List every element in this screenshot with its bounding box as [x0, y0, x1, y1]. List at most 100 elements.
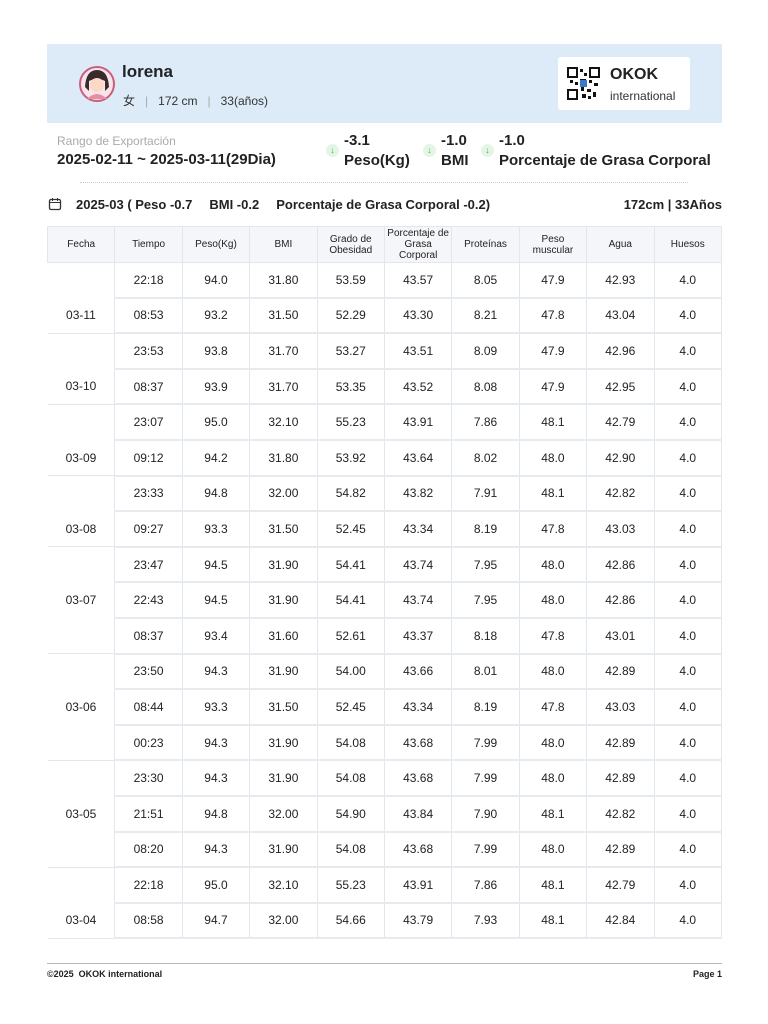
table-cell: 31.80	[249, 439, 318, 477]
column-header: Huesos	[653, 226, 723, 263]
delta-value: -3.1	[344, 132, 370, 149]
table-cell: 42.89	[586, 831, 655, 869]
column-header: Peso muscular	[518, 226, 588, 263]
date-cell	[47, 653, 116, 690]
table-row: 08:37 93.4 31.60 52.61 43.37 8.18 47.8 43.01 4.0	[47, 617, 723, 655]
table-cell: 54.08	[317, 724, 385, 762]
date-cell	[47, 867, 116, 903]
table-cell: 52.29	[317, 297, 385, 335]
date-cell: 03-10	[47, 368, 116, 405]
table-cell: 43.64	[384, 439, 453, 477]
table-cell: 8.18	[451, 617, 520, 655]
table-cell: 43.34	[384, 511, 453, 548]
table-cell: 42.89	[586, 760, 655, 797]
table-cell: 48.0	[519, 653, 588, 691]
table-cell: 53.92	[317, 439, 385, 477]
table-cell: 93.4	[182, 617, 251, 655]
table-cell: 94.7	[182, 902, 251, 940]
table-cell: 31.80	[249, 262, 318, 299]
table-cell: 53.59	[317, 262, 385, 299]
table-cell: 4.0	[654, 760, 723, 797]
table-row: 03-08 09:27 93.3 31.50 52.45 43.34 8.19 47.8 43.…	[47, 511, 723, 548]
delta-arrow: ↓	[423, 144, 436, 157]
table-cell: 93.3	[182, 689, 251, 726]
table-cell: 09:27	[114, 511, 183, 548]
table-cell: 7.91	[451, 475, 520, 513]
date-cell: 03-06	[47, 689, 116, 725]
date-cell	[47, 760, 116, 796]
table-cell: 95.0	[182, 867, 251, 904]
table-cell: 54.00	[317, 653, 385, 691]
table-cell: 43.68	[384, 831, 453, 869]
table-cell: 32.00	[249, 475, 318, 513]
table-cell: 47.9	[519, 262, 588, 299]
table-cell: 42.79	[586, 867, 655, 904]
table-cell: 31.90	[249, 653, 318, 691]
table-cell: 7.95	[451, 546, 520, 584]
table-cell: 94.8	[182, 475, 251, 513]
table-cell: 54.41	[317, 582, 385, 619]
table-cell: 8.19	[451, 689, 520, 726]
avatar	[79, 66, 115, 102]
table-cell: 54.08	[317, 831, 385, 869]
table-cell: 54.08	[317, 760, 385, 797]
table-cell: 43.74	[384, 546, 453, 584]
table-cell: 4.0	[654, 653, 723, 691]
table-cell: 8.09	[451, 333, 520, 370]
table-cell: 08:53	[114, 297, 183, 335]
table-cell: 47.8	[519, 617, 588, 655]
table-cell: 43.74	[384, 582, 453, 619]
table-row: 03-11 08:53 93.2 31.50 52.29 43.30 8.21 47.8 43.…	[47, 297, 723, 335]
table-cell: 54.90	[317, 795, 385, 833]
table-cell: 4.0	[654, 689, 723, 726]
table-cell: 08:20	[114, 831, 183, 869]
table-row: 00:23 94.3 31.90 54.08 43.68 7.99 48.0 42.89 4.0	[47, 724, 723, 762]
table-cell: 54.66	[317, 902, 385, 940]
table-cell: 4.0	[654, 795, 723, 833]
delta-arrow: ↓	[326, 144, 339, 157]
table-cell: 53.35	[317, 368, 385, 406]
table-cell: 48.1	[519, 404, 588, 441]
table-cell: 94.3	[182, 653, 251, 691]
table-cell: 7.90	[451, 795, 520, 833]
column-header: Agua	[586, 226, 655, 263]
table-cell: 47.8	[519, 297, 588, 335]
table-row: 23:53 93.8 31.70 53.27 43.51 8.09 47.9 42.96 4.0	[47, 333, 723, 370]
table-cell: 32.10	[249, 867, 318, 904]
table-cell: 43.52	[384, 368, 453, 406]
table-row: 22:18 95.0 32.10 55.23 43.91 7.86 48.1 42.79 4.0	[47, 867, 723, 904]
table-cell: 52.45	[317, 689, 385, 726]
table-row: 03-05 21:51 94.8 32.00 54.90 43.84 7.90 48.1 42.…	[47, 795, 723, 833]
date-cell: 03-11	[47, 297, 116, 334]
table-cell: 21:51	[114, 795, 183, 833]
table-row: 23:47 94.5 31.90 54.41 43.74 7.95 48.0 42.86 4.0	[47, 546, 723, 584]
table-cell: 43.66	[384, 653, 453, 691]
date-cell	[47, 546, 116, 583]
table-cell: 54.82	[317, 475, 385, 513]
table-cell: 23:07	[114, 404, 183, 441]
range-label: Rango de Exportación	[57, 134, 176, 148]
table-cell: 4.0	[654, 724, 723, 762]
date-cell	[47, 724, 116, 761]
column-header: Porcentaje de Grasa Corporal	[383, 226, 453, 263]
table-cell: 43.84	[384, 795, 453, 833]
table-cell: 22:18	[114, 867, 183, 904]
table-cell: 43.30	[384, 297, 453, 335]
table-cell: 4.0	[654, 582, 723, 619]
table-cell: 31.70	[249, 368, 318, 406]
table-cell: 55.23	[317, 867, 385, 904]
month-part: Porcentaje de Grasa Corporal -0.2)	[276, 197, 491, 212]
table-cell: 8.01	[451, 653, 520, 691]
delta-value: -1.0	[499, 132, 525, 149]
column-header: Peso(Kg)	[181, 226, 251, 263]
date-cell	[47, 831, 116, 868]
table-cell: 42.82	[586, 475, 655, 513]
table-cell: 47.9	[519, 333, 588, 370]
month-summary: 2025-03 ( Peso -0.7 BMI -0.2 Porcentaje de…	[76, 197, 490, 212]
table-cell: 43.01	[586, 617, 655, 655]
table-cell: 4.0	[654, 297, 723, 335]
table-cell: 08:37	[114, 368, 183, 406]
table-row: 23:07 95.0 32.10 55.23 43.91 7.86 48.1 42.79 4.0	[47, 404, 723, 441]
table-cell: 32.00	[249, 795, 318, 833]
